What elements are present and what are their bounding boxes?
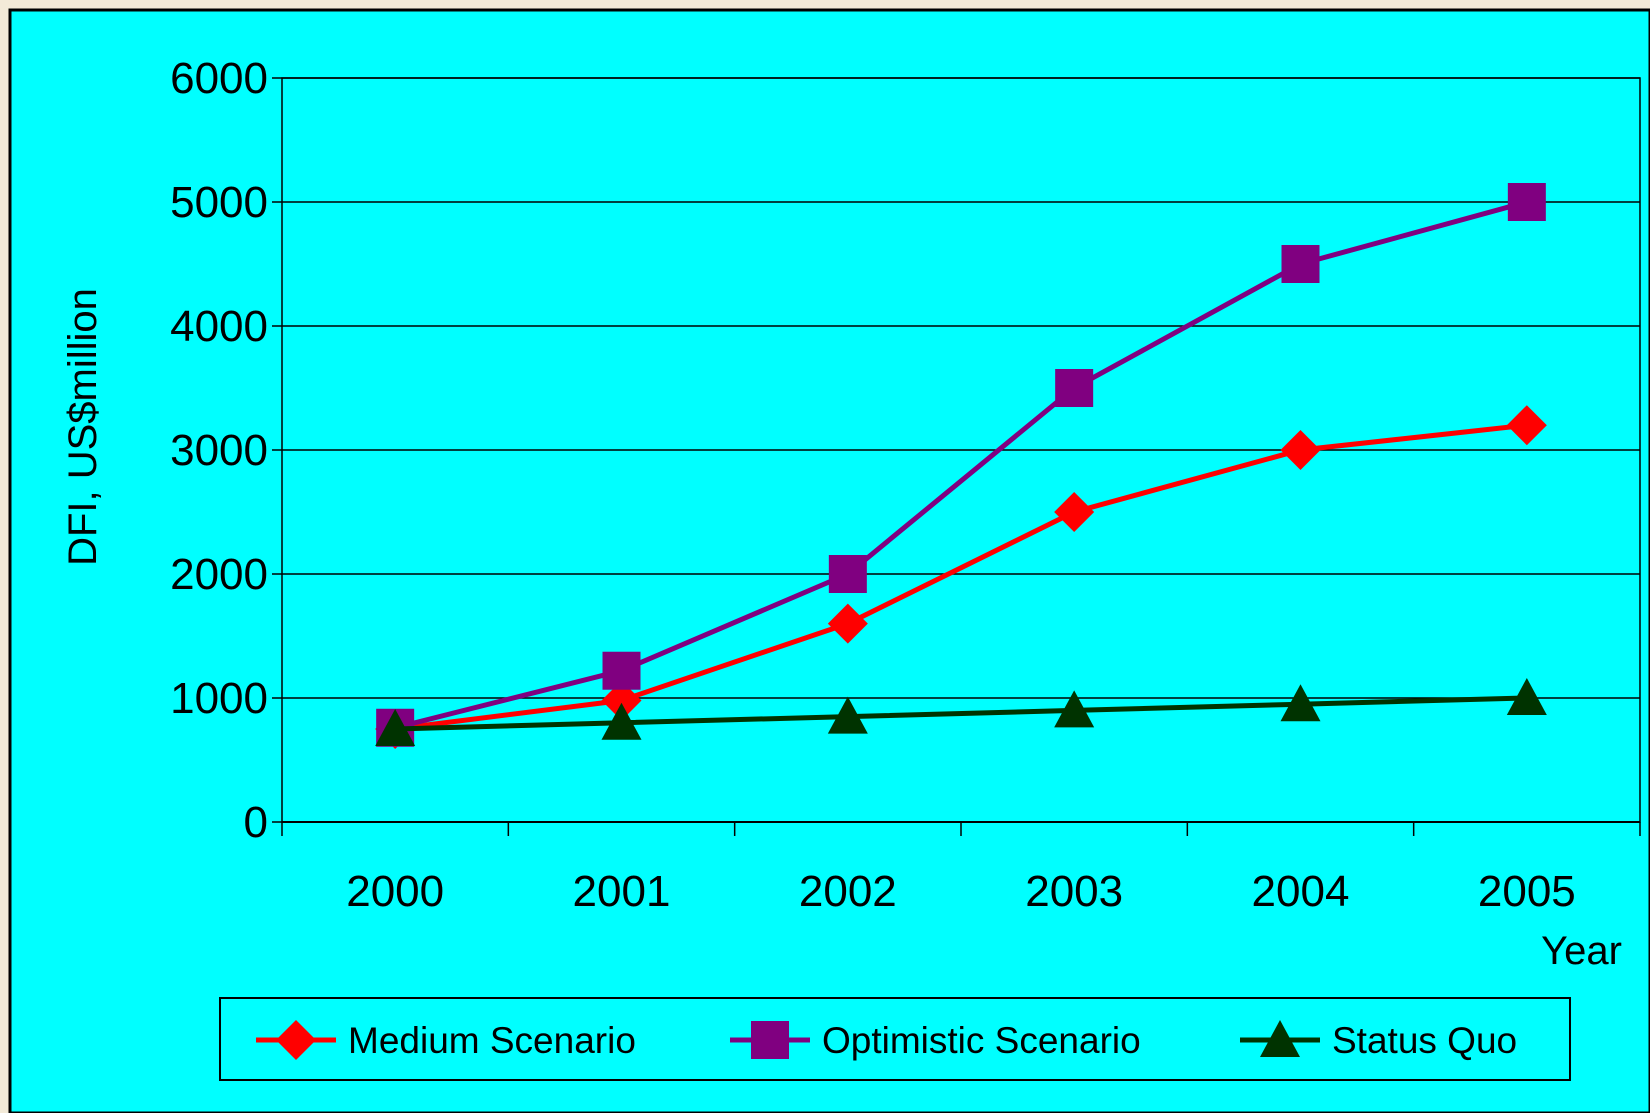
y-tick-label: 6000	[170, 54, 268, 103]
legend-item: Optimistic Scenario	[730, 1020, 1141, 1061]
legend-swatch-marker	[751, 1021, 789, 1059]
data-point	[601, 702, 642, 740]
legend-swatch-marker	[276, 1020, 316, 1060]
data-point	[1506, 405, 1547, 446]
data-point	[1280, 684, 1321, 722]
legend-label: Optimistic Scenario	[822, 1020, 1141, 1061]
data-point	[1055, 369, 1094, 407]
legend-box	[219, 997, 1571, 1081]
data-point	[827, 603, 868, 644]
series-group	[375, 183, 1547, 749]
series-line	[394, 199, 1528, 731]
data-point	[602, 651, 641, 690]
x-tick-label: 2001	[573, 867, 671, 916]
data-point	[1280, 430, 1321, 470]
data-point	[1281, 245, 1320, 283]
y-tick-label: 3000	[170, 426, 268, 475]
series-line	[394, 422, 1528, 732]
legend: Medium Scenario Optimistic Scenario Status…	[219, 997, 1571, 1081]
x-tick-label: 2000	[346, 867, 444, 916]
data-point	[1054, 492, 1095, 532]
y-tick-label: 2000	[170, 550, 268, 599]
x-tick-label: 2002	[799, 867, 897, 916]
data-point	[601, 680, 642, 721]
data-point	[828, 555, 867, 593]
x-tick-label: 2004	[1252, 867, 1350, 916]
x-axis-ticks: 2000 2001 2002 2003 2004 2005	[281, 822, 1641, 916]
data-point	[1054, 690, 1095, 728]
y-axis-title: DFI, US$million	[61, 288, 105, 566]
legend-item: Status Quo	[1240, 1020, 1517, 1061]
y-axis-ticks: 0 1000 2000 3000 4000 5000 6000	[170, 54, 282, 847]
legend-label: Medium Scenario	[348, 1020, 636, 1061]
data-point	[827, 696, 868, 734]
series-line	[395, 695, 1527, 732]
legend-swatch-marker	[1260, 1020, 1300, 1057]
legend-label: Status Quo	[1332, 1020, 1517, 1061]
y-tick-label: 5000	[170, 178, 268, 227]
data-point	[1506, 678, 1547, 715]
series-status-quo	[375, 678, 1547, 746]
data-point	[1507, 183, 1546, 221]
y-tick-label: 4000	[170, 302, 268, 351]
y-tick-label: 1000	[170, 674, 268, 723]
y-tick-label: 0	[244, 798, 268, 847]
x-axis-title: Year	[1541, 929, 1622, 973]
x-tick-label: 2005	[1478, 867, 1576, 916]
data-point	[375, 709, 416, 746]
x-tick-label: 2003	[1025, 867, 1123, 916]
legend-item: Medium Scenario	[256, 1020, 636, 1061]
